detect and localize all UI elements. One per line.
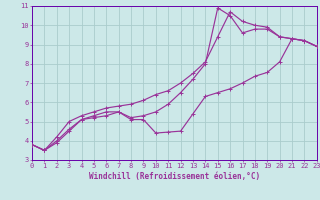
X-axis label: Windchill (Refroidissement éolien,°C): Windchill (Refroidissement éolien,°C) [89, 172, 260, 181]
